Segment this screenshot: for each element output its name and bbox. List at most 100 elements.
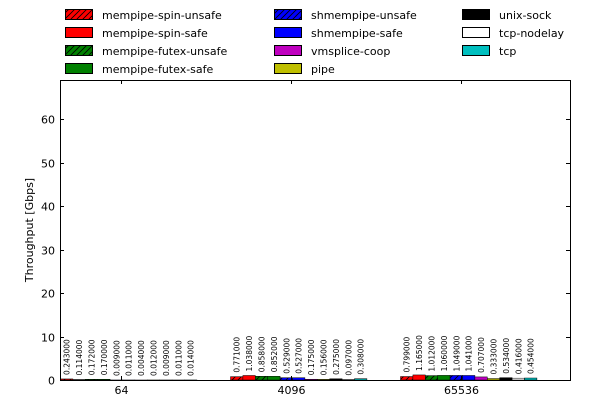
legend-swatch bbox=[66, 28, 93, 38]
legend-item-unix-sock: unix-sock bbox=[463, 9, 552, 22]
legend-label: tcp bbox=[499, 45, 516, 58]
legend-item-mempipe-futex-safe: mempipe-futex-safe bbox=[66, 63, 214, 76]
y-tick-label: 50 bbox=[41, 158, 55, 171]
bar-hatch bbox=[401, 377, 413, 380]
bar-mempipe-futex-safe bbox=[438, 375, 450, 380]
bar-tcp bbox=[525, 378, 537, 380]
plot-frame bbox=[61, 81, 571, 381]
bar-hatch bbox=[85, 379, 97, 380]
y-tick-label: 40 bbox=[41, 201, 55, 214]
legend-label: mempipe-spin-safe bbox=[102, 27, 208, 40]
data-label: 1.041000 bbox=[465, 335, 474, 371]
bar-hatch bbox=[255, 376, 267, 380]
bar-unix-sock bbox=[330, 379, 342, 380]
bar-tcp-nodelay bbox=[512, 378, 524, 380]
data-label: 1.038000 bbox=[245, 335, 254, 371]
bar-vmsplice-coop bbox=[305, 379, 317, 380]
bar-tcp bbox=[355, 379, 367, 380]
legend-item-tcp: tcp bbox=[463, 45, 517, 58]
legend-swatch bbox=[463, 28, 490, 38]
y-tick-label: 30 bbox=[41, 245, 55, 258]
data-label: 0.333000 bbox=[490, 339, 499, 375]
data-label: 1.165000 bbox=[415, 335, 424, 371]
legend-swatch bbox=[463, 46, 490, 56]
bar-hatch bbox=[425, 376, 437, 380]
y-tick-label: 10 bbox=[41, 332, 55, 345]
legend-swatch bbox=[275, 64, 302, 74]
data-label: 0.011000 bbox=[174, 340, 183, 376]
data-label: 0.275000 bbox=[332, 339, 341, 375]
data-label: 1.049000 bbox=[452, 335, 461, 371]
data-label: 0.004000 bbox=[137, 340, 146, 376]
x-tick-label: 4096 bbox=[278, 384, 306, 397]
bar-pipe bbox=[317, 379, 329, 380]
legend-item-mempipe-spin-unsafe: mempipe-spin-unsafe bbox=[66, 9, 222, 22]
data-label: 0.009000 bbox=[112, 340, 121, 376]
legend-item-shmempipe-unsafe: shmempipe-unsafe bbox=[275, 9, 417, 22]
x-tick-label: 64 bbox=[115, 384, 129, 397]
legend: mempipe-spin-unsafe mempipe-spin-safe memp… bbox=[66, 9, 565, 76]
legend-swatch bbox=[275, 46, 302, 56]
data-label: 1.060000 bbox=[440, 335, 449, 371]
legend-swatch-hatch bbox=[275, 10, 302, 20]
data-label: 0.170000 bbox=[100, 339, 109, 375]
data-label: 0.771000 bbox=[233, 337, 242, 373]
legend-swatch-hatch bbox=[66, 10, 93, 20]
legend-label: unix-sock bbox=[499, 9, 552, 22]
bar-mempipe-spin-safe bbox=[413, 375, 425, 380]
data-label: 0.156000 bbox=[320, 339, 329, 375]
bar-vmsplice-coop bbox=[475, 377, 487, 380]
legend-item-tcp-nodelay: tcp-nodelay bbox=[463, 27, 565, 40]
bar-mempipe-futex-safe bbox=[268, 376, 280, 380]
legend-swatch bbox=[66, 64, 93, 74]
bar-hatch bbox=[61, 379, 73, 380]
data-label: 0.243000 bbox=[63, 339, 72, 375]
data-label: 0.009000 bbox=[162, 340, 171, 376]
data-label: 1.012000 bbox=[428, 336, 437, 372]
data-label: 0.014000 bbox=[187, 340, 196, 376]
data-label: 0.416000 bbox=[514, 338, 523, 374]
legend-label: shmempipe-unsafe bbox=[311, 9, 417, 22]
bar-mempipe-spin-safe bbox=[243, 375, 255, 380]
legend-swatch bbox=[463, 10, 490, 20]
data-label: 0.172000 bbox=[88, 339, 97, 375]
y-tick-label: 20 bbox=[41, 288, 55, 301]
data-label: 0.097000 bbox=[344, 340, 353, 376]
data-label: 0.114000 bbox=[75, 339, 84, 375]
legend-item-mempipe-futex-unsafe: mempipe-futex-unsafe bbox=[66, 45, 228, 58]
legend-label: vmsplice-coop bbox=[311, 45, 390, 58]
data-label: 0.012000 bbox=[150, 340, 159, 376]
legend-swatch bbox=[275, 28, 302, 38]
legend-label: mempipe-futex-unsafe bbox=[102, 45, 227, 58]
bar-hatch bbox=[231, 377, 243, 380]
legend-swatch-hatch bbox=[66, 46, 93, 56]
data-label: 0.852000 bbox=[270, 336, 279, 372]
data-label: 0.308000 bbox=[357, 339, 366, 375]
legend-label: shmempipe-safe bbox=[311, 27, 403, 40]
bar-unix-sock bbox=[500, 378, 512, 380]
data-label: 0.707000 bbox=[477, 337, 486, 373]
y-tick-label: 60 bbox=[41, 114, 55, 127]
bar-shmempipe-safe bbox=[463, 375, 475, 380]
data-label: 0.175000 bbox=[307, 339, 316, 375]
data-label: 0.534000 bbox=[502, 338, 511, 374]
legend-label: mempipe-futex-safe bbox=[102, 63, 214, 76]
data-label: 0.799000 bbox=[403, 337, 412, 373]
data-label: 0.011000 bbox=[125, 340, 134, 376]
bar-shmempipe-safe bbox=[293, 378, 305, 380]
bar-hatch bbox=[450, 375, 462, 380]
y-tick-label: 0 bbox=[48, 375, 55, 388]
data-label: 0.454000 bbox=[527, 338, 536, 374]
legend-label: mempipe-spin-unsafe bbox=[102, 9, 222, 22]
legend-label: tcp-nodelay bbox=[499, 27, 565, 40]
legend-label: pipe bbox=[311, 63, 335, 76]
data-label: 0.858000 bbox=[258, 336, 267, 372]
bar-hatch bbox=[280, 378, 292, 380]
legend-item-shmempipe-safe: shmempipe-safe bbox=[275, 27, 404, 40]
y-axis-label: Throughput [Gbps] bbox=[23, 178, 36, 283]
data-label: 0.527000 bbox=[295, 338, 304, 374]
x-tick-label: 65536 bbox=[444, 384, 479, 397]
legend-item-mempipe-spin-safe: mempipe-spin-safe bbox=[66, 27, 209, 40]
